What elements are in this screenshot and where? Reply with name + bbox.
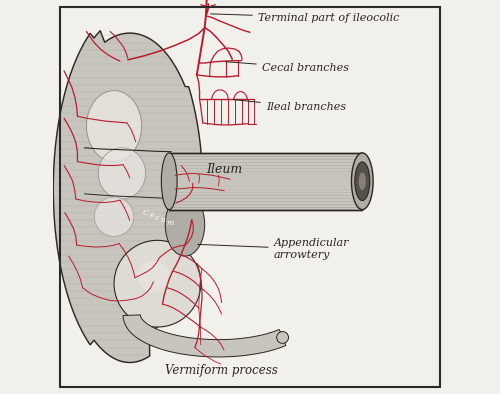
Text: c: c [154,214,159,222]
Text: C: C [143,209,148,217]
Ellipse shape [98,148,146,199]
Polygon shape [123,315,286,357]
Ellipse shape [166,193,204,256]
Ellipse shape [162,153,177,210]
Text: Terminal part of ileocolic: Terminal part of ileocolic [210,13,400,23]
Text: Appendicular
arrowtery: Appendicular arrowtery [198,238,349,260]
Text: Cecal branches: Cecal branches [225,62,349,73]
Text: e: e [150,212,154,219]
Text: u: u [160,216,165,224]
Ellipse shape [94,197,134,236]
Text: Ileum: Ileum [206,164,243,177]
Ellipse shape [138,261,169,292]
Ellipse shape [352,153,373,210]
Ellipse shape [114,240,201,327]
Text: Vermiform process: Vermiform process [166,364,278,377]
Ellipse shape [358,173,366,190]
Ellipse shape [276,332,288,344]
Ellipse shape [355,162,370,201]
Text: m: m [166,219,173,227]
Polygon shape [54,31,203,362]
Text: Ileal branches: Ileal branches [233,100,346,112]
Bar [169,153,362,210]
Ellipse shape [86,91,142,162]
